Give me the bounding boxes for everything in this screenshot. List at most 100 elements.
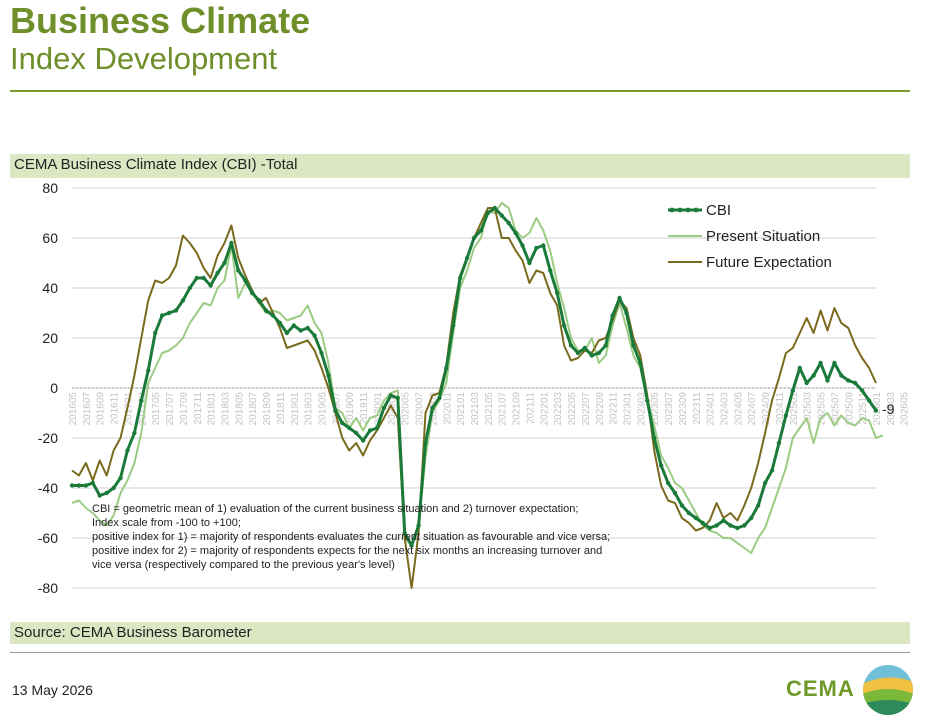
cbi-point bbox=[166, 310, 172, 316]
y-tick-label: 60 bbox=[42, 230, 58, 246]
x-tick-label: 202201 bbox=[539, 392, 550, 426]
x-tick-label: 201901 bbox=[290, 392, 301, 426]
cbi-point bbox=[568, 343, 574, 348]
cbi-point bbox=[721, 518, 726, 523]
cbi-point bbox=[333, 408, 338, 413]
cbi-point bbox=[430, 405, 435, 411]
cbi-point bbox=[825, 378, 830, 383]
cbi-point bbox=[679, 503, 685, 508]
cbi-point bbox=[347, 425, 352, 431]
cbi-point bbox=[769, 468, 775, 473]
chart-header: CEMA Business Climate Index (CBI) -Total bbox=[10, 154, 910, 178]
x-tick-label: 202405 bbox=[733, 392, 744, 426]
x-tick-label: 201801 bbox=[207, 392, 218, 426]
x-tick-label: 202001 bbox=[373, 392, 384, 426]
cbi-point bbox=[360, 438, 366, 443]
legend-label: CBI bbox=[706, 202, 731, 219]
cbi-point bbox=[277, 320, 283, 326]
cbi-point bbox=[610, 313, 615, 318]
x-tick-label: 202211 bbox=[609, 392, 620, 425]
cbi-point bbox=[589, 353, 595, 358]
y-tick-label: -20 bbox=[38, 430, 58, 446]
chart-note: CBI = geometric mean of 1) evaluation of… bbox=[92, 503, 610, 571]
cbi-point bbox=[638, 360, 643, 366]
cbi-point bbox=[686, 510, 692, 516]
cbi-point bbox=[326, 373, 331, 378]
cbi-point bbox=[818, 360, 823, 366]
x-tick-label: 201807 bbox=[248, 392, 259, 426]
cbi-point bbox=[866, 398, 872, 403]
cbi-point bbox=[118, 475, 123, 481]
x-tick-label: 202303 bbox=[636, 392, 647, 426]
cbi-point bbox=[319, 350, 324, 356]
cbi-point bbox=[561, 323, 567, 328]
logo-text: CEMA bbox=[786, 676, 855, 701]
cbi-point bbox=[658, 463, 664, 468]
cbi-point bbox=[312, 333, 317, 338]
legend-label: Future Expectation bbox=[706, 254, 832, 271]
cema-logo: CEMA bbox=[786, 664, 916, 716]
cbi-point bbox=[437, 395, 442, 401]
x-tick-label: 201609 bbox=[96, 392, 107, 426]
cbi-point bbox=[554, 290, 560, 296]
cbi-point bbox=[146, 368, 151, 373]
cbi-point bbox=[853, 380, 858, 386]
cbi-point bbox=[402, 530, 407, 536]
cbi-point bbox=[194, 275, 199, 281]
legend-marker bbox=[685, 207, 691, 213]
cbi-point bbox=[755, 503, 761, 508]
x-tick-label: 202601 bbox=[872, 392, 883, 426]
cbi-point bbox=[69, 483, 75, 488]
x-tick-label: 202501 bbox=[789, 392, 800, 426]
x-tick-label: 202205 bbox=[567, 392, 578, 426]
x-tick-label: 202207 bbox=[581, 392, 592, 426]
cbi-point bbox=[873, 408, 879, 413]
x-tick-label: 201905 bbox=[318, 392, 329, 426]
x-tick-label: 201709 bbox=[179, 392, 190, 426]
cbi-point bbox=[478, 228, 484, 233]
cbi-point bbox=[451, 323, 456, 328]
cbi-point bbox=[492, 205, 497, 211]
cbi-point bbox=[749, 515, 754, 521]
cbi-point bbox=[222, 260, 227, 266]
x-tick-label: 202401 bbox=[706, 392, 717, 426]
y-tick-label: -80 bbox=[38, 580, 58, 596]
title-divider bbox=[10, 90, 910, 92]
cbi-point bbox=[527, 260, 532, 266]
cbi-point bbox=[790, 388, 796, 393]
cbi-point bbox=[97, 493, 102, 498]
cbi-point bbox=[596, 350, 601, 356]
x-tick-label: 201711 bbox=[193, 392, 204, 425]
logo-emblem-icon bbox=[863, 665, 913, 715]
cbi-point bbox=[457, 275, 463, 281]
cbi-point bbox=[305, 325, 310, 331]
cbi-point bbox=[797, 365, 802, 371]
cbi-point bbox=[485, 210, 491, 216]
cbi-point bbox=[243, 278, 248, 283]
cbi-point bbox=[284, 330, 290, 336]
cbi-point bbox=[208, 283, 213, 288]
cbi-point bbox=[728, 523, 733, 528]
series-lines bbox=[69, 202, 884, 589]
cbi-point bbox=[603, 343, 608, 348]
cbi-point bbox=[263, 308, 269, 313]
cbi-point bbox=[464, 255, 470, 261]
x-tick-label: 202403 bbox=[720, 392, 731, 426]
cbi-point bbox=[250, 290, 255, 296]
cbi-point bbox=[859, 388, 865, 393]
cbi-point bbox=[76, 483, 82, 488]
x-tick-label: 202111 bbox=[525, 392, 536, 424]
legend-label: Present Situation bbox=[706, 228, 820, 245]
x-tick-label: 202505 bbox=[817, 392, 828, 426]
cbi-point bbox=[159, 313, 165, 318]
x-tick-label: 202301 bbox=[622, 392, 633, 426]
x-tick-label: 202105 bbox=[484, 392, 495, 426]
cbi-point bbox=[645, 398, 650, 403]
cbi-point bbox=[104, 490, 109, 496]
cbi-point bbox=[236, 268, 241, 273]
y-tick-label: 0 bbox=[50, 380, 58, 396]
x-tick-label: 201607 bbox=[82, 392, 93, 426]
y-tick-label: -60 bbox=[38, 530, 58, 546]
x-tick-label: 201805 bbox=[234, 392, 245, 426]
cbi-point bbox=[707, 525, 712, 531]
